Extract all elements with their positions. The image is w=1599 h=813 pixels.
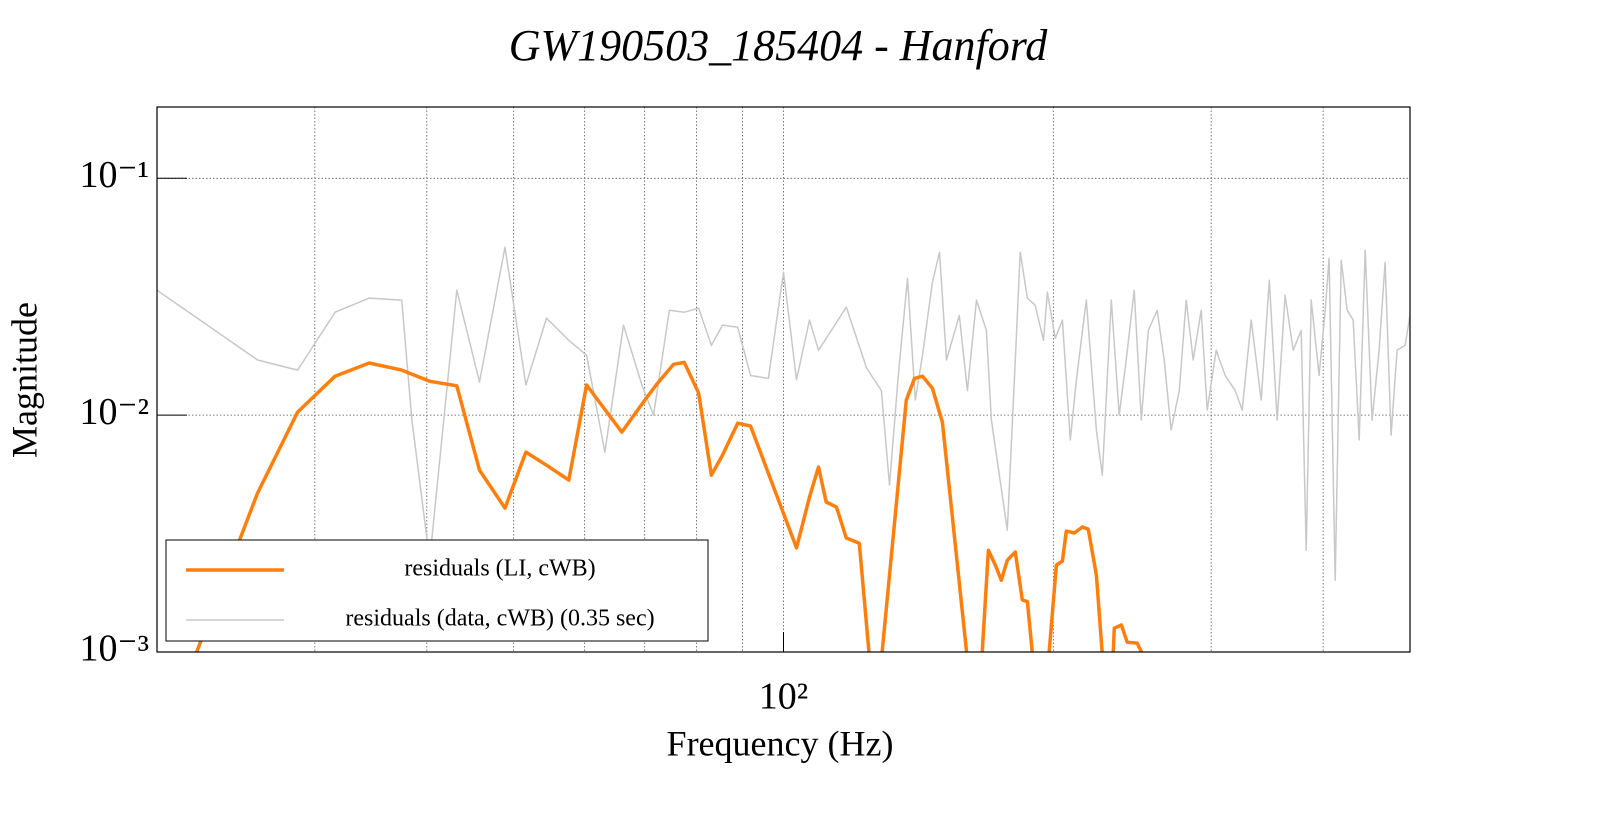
legend-box bbox=[165, 539, 709, 642]
y-axis-label: Magnitude bbox=[4, 302, 44, 458]
y-tick-label: 10⁻¹ bbox=[80, 154, 149, 196]
legend-label: residuals (data, cWB) (0.35 sec) bbox=[345, 606, 654, 632]
series-line bbox=[157, 246, 1410, 581]
plot-lines bbox=[157, 246, 1410, 652]
x-axis-label: Frequency (Hz) bbox=[667, 723, 894, 763]
y-tick-label: 10⁻² bbox=[80, 391, 149, 433]
x-tick-label: 10² bbox=[759, 676, 808, 718]
series-line bbox=[194, 360, 1144, 652]
legend: residuals (LI, cWB) residuals (data, cWB)… bbox=[165, 539, 709, 642]
chart-title: GW190503_185404 - Hanford bbox=[509, 21, 1049, 70]
y-tick-label: 10⁻³ bbox=[80, 628, 149, 670]
ticks: 10⁻³ 10⁻² 10⁻¹ 10² bbox=[80, 154, 809, 718]
legend-label: residuals (LI, cWB) bbox=[404, 556, 595, 582]
